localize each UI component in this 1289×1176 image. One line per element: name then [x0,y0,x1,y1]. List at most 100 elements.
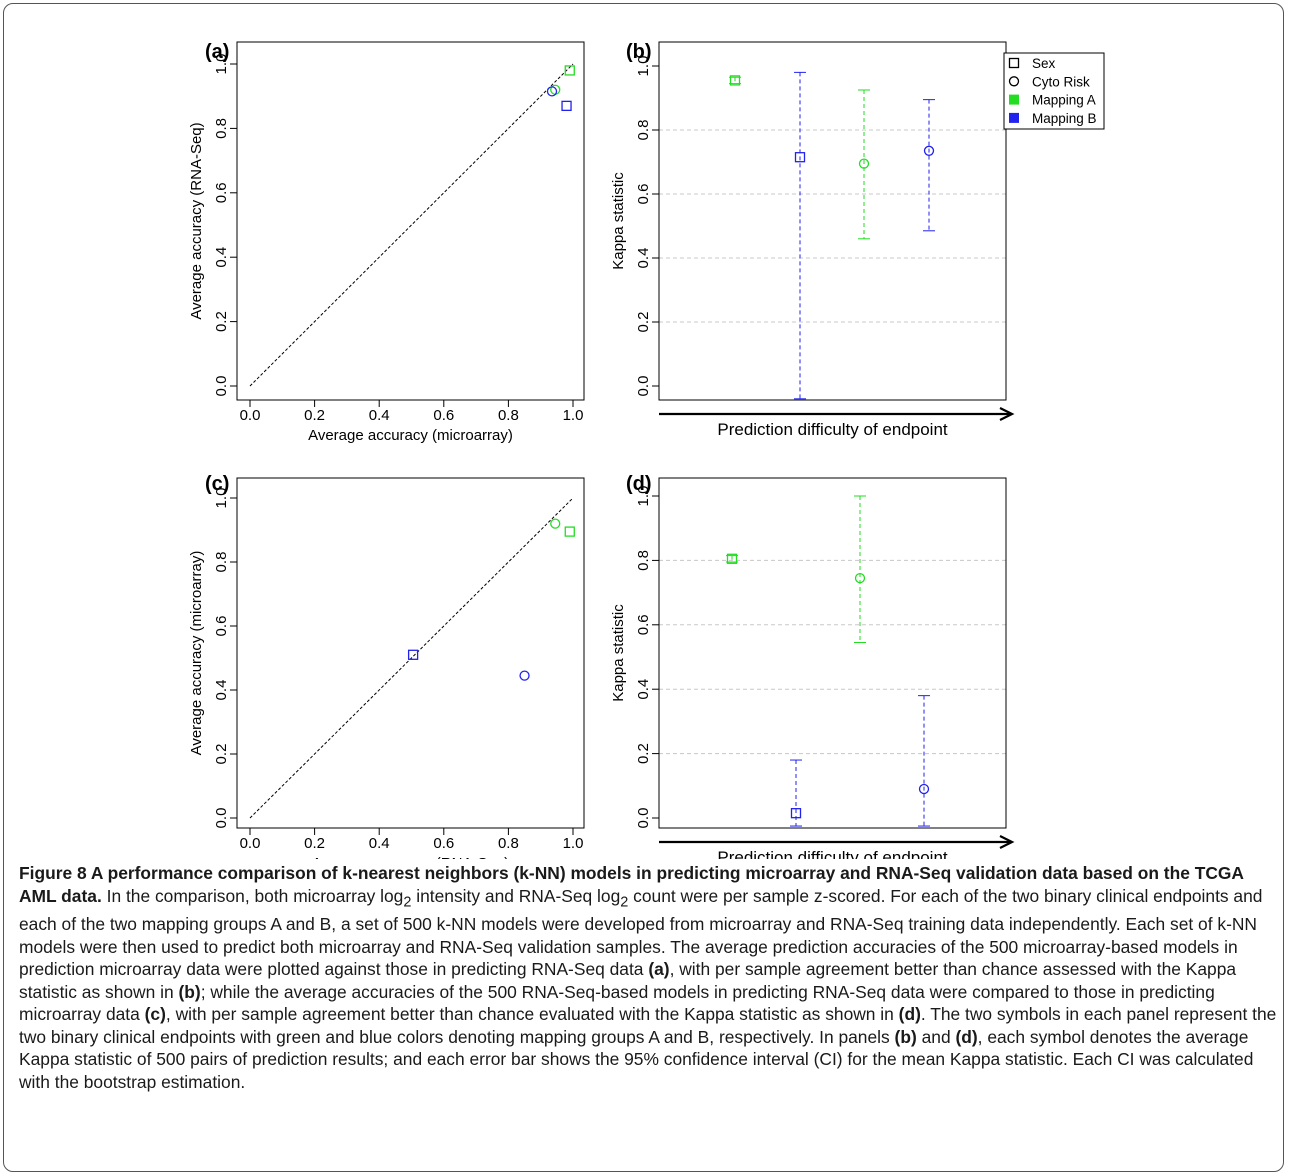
legend-label: Mapping B [1032,111,1097,126]
y-tick-label: 1.0 [635,56,652,77]
y-tick-label: 1.0 [213,54,230,75]
y-tick-label: 1.0 [213,488,230,509]
plot-frame [658,41,1007,401]
data-point-sex-a [564,526,575,537]
y-tick-label: 0.2 [635,743,652,764]
y-tick-label: 0.6 [635,184,652,205]
y-tick-label: 0.8 [213,552,230,573]
panel-b: (b) 0.0 0.2 0.4 0.6 0.8 1.0 Kappa statistic Pred… [610,41,1015,439]
panel-label: (b) [626,41,652,63]
legend-sex-icon [1008,57,1020,69]
panel-a: (a) 0.0 0.2 0.4 0.6 0.8 1.0 Average accuracy (R… [188,41,585,444]
x-tick-label: 0.8 [498,835,519,852]
y-tick-label: 0.2 [635,312,652,333]
kappa-point-sex-a [726,553,738,564]
y-tick-label: 0.2 [213,744,230,765]
arrow-head [999,835,1015,849]
y-axis-label: Average accuracy (RNA-Seq) [188,122,205,319]
y-tick-label: 0.4 [213,247,230,268]
legend-box [1003,52,1105,130]
panel-label: (a) [205,41,229,63]
legend-mapping-a-icon [1009,94,1019,105]
y-tick-label: 0.2 [213,311,230,332]
caption-ref-b-2: (b) [894,1026,917,1047]
x-axis-label: Average accuracy (microarray) [308,427,513,444]
caption-text-4: , with per sample agreement better than … [19,959,1237,1002]
x-tick-label: 1.0 [563,835,584,852]
caption-text-1: In the comparison, both microarray log [101,885,404,906]
caption-ref-d: (d) [898,1004,921,1025]
caption-text-2: intensity and RNA-Seq log [411,885,621,906]
identity-line [249,497,574,819]
y-tick-label: 0.8 [213,118,230,139]
y-tick-label: 0.4 [635,679,652,700]
panel-label: (d) [626,473,652,495]
figure-svg: (a) 0.0 0.2 0.4 0.6 0.8 1.0 Average accuracy (R… [188,41,1105,859]
plot-frame [236,41,585,401]
caption-ref-a: (a) [648,959,670,980]
x-tick-label: 0.0 [240,407,261,424]
x-tick-label: 0.4 [369,407,390,424]
data-point-sex-b [407,649,419,660]
legend-label: Mapping A [1032,93,1096,108]
kappa-point-sex-a [729,75,741,86]
caption-text-3: count were per sample z-scored. For each… [19,885,1263,980]
x-axis-label: Prediction difficulty of endpoint [717,848,948,859]
panel-c: (c) 0.0 0.2 0.4 0.6 0.8 1.0 Average accuracy (m… [188,473,585,859]
caption-title: Figure 8 A performance comparison of k-n… [19,863,1244,906]
y-tick-label: 0.4 [213,680,230,701]
y-tick-label: 0.8 [635,550,652,571]
data-point-sex-a [564,65,575,76]
data-point-cyto-risk-b [519,670,530,681]
figure-frame: (a) 0.0 0.2 0.4 0.6 0.8 1.0 Average accuracy (R… [3,3,1284,1172]
panel-d: (d) 0.0 0.2 0.4 0.6 0.8 1.0 Kappa statistic Pred… [610,473,1015,859]
legend-label: Cyto Risk [1032,74,1090,89]
y-axis-label: Average accuracy (microarray) [188,551,205,756]
kappa-point-cyto-risk-b [923,145,935,156]
plot-frame [236,477,585,829]
caption-text-5: ; while the average accuracies of the 50… [19,981,1215,1025]
kappa-point-sex-b [794,152,806,163]
data-point-sex-b [561,100,572,112]
y-tick-label: 0.0 [213,808,230,829]
arrow-head [999,407,1015,421]
x-axis-label: Average accuracy (RNA-Seq) [312,855,509,859]
data-point-cyto-risk-a [550,518,561,529]
y-tick-label: 0.0 [635,376,652,397]
caption-ref-d-2: (d) [955,1026,978,1047]
caption-sub-2: 2 [620,893,629,910]
x-axis-label: Prediction difficulty of endpoint [717,420,948,439]
kappa-point-cyto-risk-b [918,783,930,795]
legend-label: Sex [1032,56,1056,71]
kappa-point-cyto-risk-a [858,158,870,169]
caption-text-9: , each symbol denotes the average Kappa … [19,1026,1254,1092]
figure-caption: Figure 8 A performance comparison of k-n… [19,862,1281,1093]
y-tick-label: 0.8 [635,120,652,141]
plot-frame [658,477,1007,829]
y-tick-label: 0.0 [213,376,230,397]
kappa-point-cyto-risk-a [854,572,866,584]
y-tick-label: 0.6 [213,616,230,637]
y-tick-label: 0.0 [635,808,652,829]
legend-cyto-risk-icon [1008,76,1020,87]
caption-text-8: and [916,1026,956,1047]
x-tick-label: 0.4 [369,835,390,852]
identity-line [249,63,574,387]
caption-ref-c: (c) [144,1004,166,1025]
x-tick-label: 0.8 [498,407,519,424]
caption-text-7: . The two symbols in each panel represen… [19,1004,1277,1047]
y-tick-label: 1.0 [635,486,652,507]
y-tick-label: 0.6 [635,614,652,635]
x-tick-label: 0.6 [433,835,454,852]
caption-sub-1: 2 [403,893,412,910]
panel-label: (c) [205,473,229,495]
y-axis-label: Kappa statistic [610,604,627,702]
kappa-point-sex-b [790,808,802,819]
y-tick-label: 0.6 [213,182,230,203]
x-tick-label: 0.2 [304,835,325,852]
caption-text-6: , with per sample agreement better than … [165,1004,899,1025]
x-tick-label: 0.2 [304,407,325,424]
x-tick-label: 0.6 [433,407,454,424]
legend: Sex Cyto Risk Mapping A Mapping B [1003,52,1105,130]
caption-ref-b: (b) [178,981,201,1002]
